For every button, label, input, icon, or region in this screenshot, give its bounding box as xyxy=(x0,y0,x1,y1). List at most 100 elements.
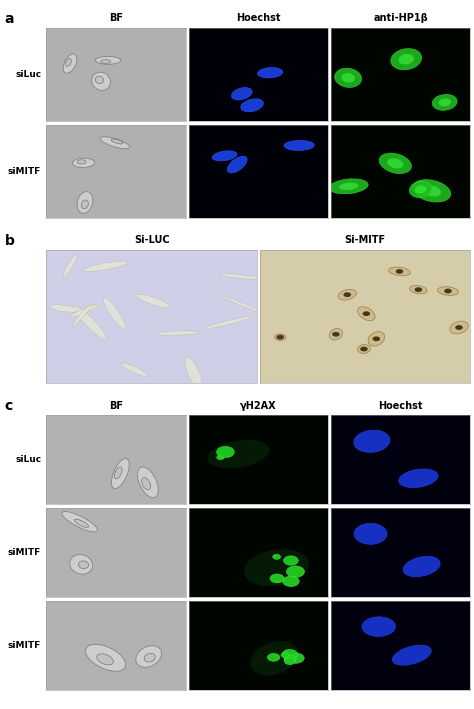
Text: anti-HP1β: anti-HP1β xyxy=(373,13,428,23)
Ellipse shape xyxy=(329,328,343,340)
Ellipse shape xyxy=(100,60,111,63)
Circle shape xyxy=(396,269,403,274)
Circle shape xyxy=(360,347,368,352)
Ellipse shape xyxy=(387,158,403,169)
Ellipse shape xyxy=(62,511,98,532)
Ellipse shape xyxy=(185,357,202,388)
Text: Si-LUC: Si-LUC xyxy=(134,235,170,245)
Circle shape xyxy=(217,455,224,459)
Ellipse shape xyxy=(77,191,93,213)
Ellipse shape xyxy=(137,467,158,498)
Ellipse shape xyxy=(438,286,458,296)
Ellipse shape xyxy=(72,304,92,327)
Ellipse shape xyxy=(219,274,261,279)
Circle shape xyxy=(332,332,340,337)
Ellipse shape xyxy=(354,430,390,452)
Ellipse shape xyxy=(391,49,422,70)
Ellipse shape xyxy=(111,459,129,489)
Ellipse shape xyxy=(63,54,77,73)
Ellipse shape xyxy=(450,321,468,334)
Circle shape xyxy=(444,289,452,294)
Ellipse shape xyxy=(74,519,89,527)
Ellipse shape xyxy=(144,653,155,662)
Circle shape xyxy=(283,556,298,565)
Ellipse shape xyxy=(368,332,384,346)
Ellipse shape xyxy=(410,182,432,198)
Ellipse shape xyxy=(121,363,147,376)
Text: siMITF: siMITF xyxy=(8,641,41,650)
Ellipse shape xyxy=(231,87,252,100)
Ellipse shape xyxy=(97,654,113,665)
Ellipse shape xyxy=(399,469,438,488)
Ellipse shape xyxy=(251,641,298,676)
Ellipse shape xyxy=(103,298,126,329)
Ellipse shape xyxy=(65,59,71,67)
Text: a: a xyxy=(5,12,14,26)
Circle shape xyxy=(273,554,281,559)
Text: siLuc: siLuc xyxy=(15,455,41,464)
Ellipse shape xyxy=(70,554,92,574)
Ellipse shape xyxy=(354,523,387,545)
Ellipse shape xyxy=(69,304,100,318)
Ellipse shape xyxy=(422,185,441,196)
Circle shape xyxy=(217,447,234,458)
Circle shape xyxy=(286,566,304,577)
Ellipse shape xyxy=(403,557,440,576)
Ellipse shape xyxy=(335,68,362,87)
Ellipse shape xyxy=(392,645,431,665)
Circle shape xyxy=(282,649,298,659)
Text: γH2AX: γH2AX xyxy=(240,401,277,411)
Ellipse shape xyxy=(95,57,121,65)
Ellipse shape xyxy=(341,73,355,83)
Ellipse shape xyxy=(244,549,309,586)
Ellipse shape xyxy=(412,179,451,202)
Ellipse shape xyxy=(399,54,414,65)
Circle shape xyxy=(276,335,284,340)
Ellipse shape xyxy=(73,306,106,340)
Circle shape xyxy=(455,325,463,330)
Ellipse shape xyxy=(357,307,375,320)
Text: siLuc: siLuc xyxy=(15,70,41,79)
Ellipse shape xyxy=(95,77,104,84)
Circle shape xyxy=(270,574,284,583)
Ellipse shape xyxy=(379,153,411,174)
Ellipse shape xyxy=(357,345,370,354)
Circle shape xyxy=(363,311,370,316)
Ellipse shape xyxy=(85,644,126,671)
Ellipse shape xyxy=(78,561,89,569)
Ellipse shape xyxy=(114,467,122,479)
Ellipse shape xyxy=(207,440,269,468)
Ellipse shape xyxy=(111,139,123,144)
Text: b: b xyxy=(5,234,15,248)
Circle shape xyxy=(373,337,380,341)
Ellipse shape xyxy=(82,200,88,208)
Ellipse shape xyxy=(284,140,314,150)
Text: Hoechst: Hoechst xyxy=(236,13,281,23)
Ellipse shape xyxy=(155,330,200,335)
Ellipse shape xyxy=(339,182,358,190)
Circle shape xyxy=(267,654,280,661)
Ellipse shape xyxy=(257,67,283,78)
Ellipse shape xyxy=(329,179,368,194)
Ellipse shape xyxy=(438,99,451,106)
Text: Si-MITF: Si-MITF xyxy=(345,235,385,245)
Ellipse shape xyxy=(432,94,457,111)
Text: siMITF: siMITF xyxy=(8,167,41,176)
Circle shape xyxy=(281,653,289,657)
Ellipse shape xyxy=(100,137,130,149)
Ellipse shape xyxy=(83,261,128,272)
Text: Hoechst: Hoechst xyxy=(378,401,423,411)
Circle shape xyxy=(284,658,295,664)
Ellipse shape xyxy=(410,286,427,294)
Ellipse shape xyxy=(221,296,264,313)
Ellipse shape xyxy=(142,478,151,490)
Circle shape xyxy=(415,287,422,292)
Circle shape xyxy=(284,655,296,663)
Ellipse shape xyxy=(50,305,78,312)
Circle shape xyxy=(283,576,299,586)
Ellipse shape xyxy=(136,646,162,667)
Ellipse shape xyxy=(362,617,395,637)
Ellipse shape xyxy=(202,316,255,329)
Ellipse shape xyxy=(228,156,247,173)
Circle shape xyxy=(288,653,304,663)
